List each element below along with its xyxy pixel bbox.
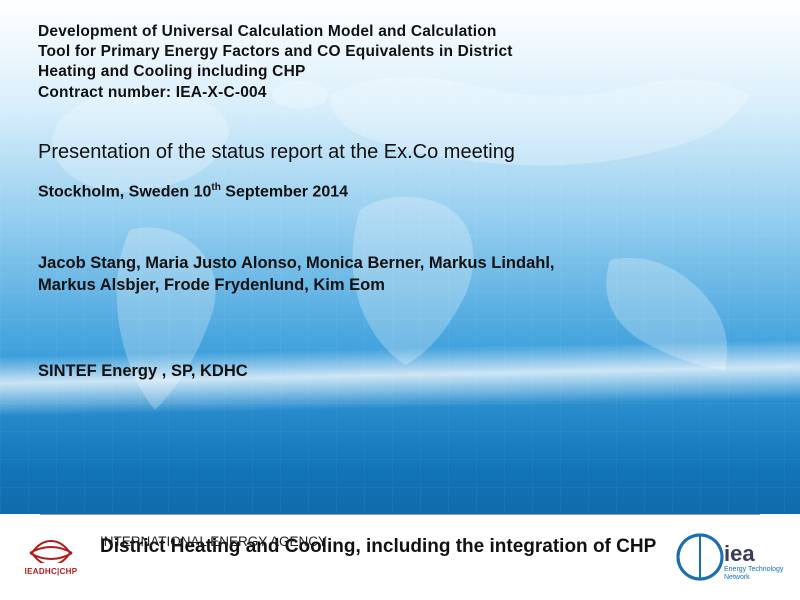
affiliation-block: INTERNATIONAL ENERGY AGENCY District Hea… xyxy=(90,546,668,568)
title-line-2: Tool for Primary Energy Factors and CO E… xyxy=(38,42,752,62)
title-line-3: Heating and Cooling including CHP xyxy=(38,62,752,82)
iea-text: iea xyxy=(724,541,755,566)
subtitle: Presentation of the status report at the… xyxy=(38,141,752,164)
logo-left-label: IEADHC|CHP xyxy=(25,567,78,576)
footer-rule xyxy=(40,514,760,515)
title-contract: Contract number: IEA-X-C-004 xyxy=(38,83,752,103)
ieadhc-icon xyxy=(28,539,74,563)
iea-sub1: Energy Technology xyxy=(724,566,784,573)
iea-icon: iea Energy Technology Network xyxy=(672,527,784,587)
organizations: SINTEF Energy , SP, KDHC xyxy=(38,362,752,381)
logo-iea: iea Energy Technology Network xyxy=(668,527,788,587)
affiliation-agency: INTERNATIONAL ENERGY AGENCY xyxy=(100,534,327,550)
logo-ieadhc: IEADHC|CHP xyxy=(12,539,90,576)
content-area: Development of Universal Calculation Mod… xyxy=(38,22,752,381)
footer: IEADHC|CHP INTERNATIONAL ENERGY AGENCY D… xyxy=(0,514,800,600)
iea-sub2: Network xyxy=(724,574,750,581)
location-city: Stockholm, Sweden xyxy=(38,184,189,201)
affiliation-main: INTERNATIONAL ENERGY AGENCY District Hea… xyxy=(100,536,668,558)
title-block: Development of Universal Calculation Mod… xyxy=(38,22,752,103)
slide: Development of Universal Calculation Mod… xyxy=(0,0,800,600)
date-day: 10 xyxy=(194,184,212,201)
date-rest: September 2014 xyxy=(221,184,348,201)
location-date: Stockholm, Sweden 10th September 2014 xyxy=(38,182,752,201)
authors: Jacob Stang, Maria Justo Alonso, Monica … xyxy=(38,252,598,297)
title-line-1: Development of Universal Calculation Mod… xyxy=(38,22,752,42)
date-ordinal: th xyxy=(211,182,220,193)
